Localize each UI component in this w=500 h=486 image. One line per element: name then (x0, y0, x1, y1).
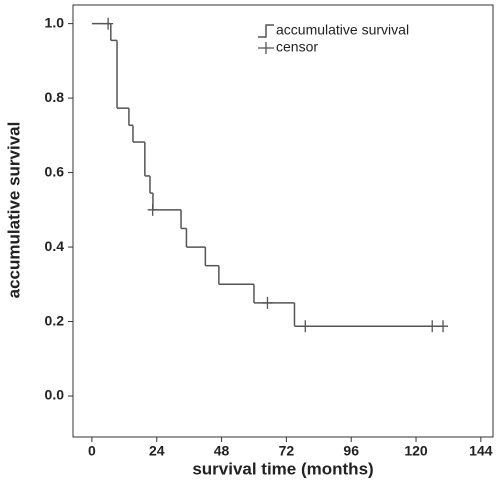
y-axis-title: accumulative survival (4, 122, 23, 299)
y-tick-label: 0.2 (45, 312, 65, 328)
x-tick-label: 120 (404, 443, 428, 459)
y-tick-label: 0.4 (45, 238, 65, 254)
censor-mark (427, 320, 438, 333)
y-tick-label: 0.6 (45, 163, 65, 179)
y-tick-label: 1.0 (45, 14, 65, 30)
legend-step-icon (258, 24, 274, 38)
x-tick-label: 48 (214, 443, 230, 459)
legend-label: censor (276, 39, 318, 55)
censor-mark (103, 17, 114, 30)
censor-mark (262, 296, 273, 309)
plot-frame (72, 4, 494, 438)
censor-mark (300, 320, 311, 333)
x-axis-title: survival time (months) (192, 459, 373, 478)
censor-mark (147, 203, 158, 216)
y-tick-label: 0.8 (45, 89, 65, 105)
x-tick-label: 96 (343, 443, 359, 459)
legend-label: accumulative survival (276, 22, 409, 38)
legend-censor-icon (258, 42, 274, 54)
y-tick-label: 0.0 (45, 387, 65, 403)
x-tick-label: 0 (88, 443, 96, 459)
x-tick-label: 72 (279, 443, 295, 459)
x-tick-label: 24 (149, 443, 165, 459)
x-tick-label: 144 (469, 443, 493, 459)
censor-mark (438, 320, 449, 333)
